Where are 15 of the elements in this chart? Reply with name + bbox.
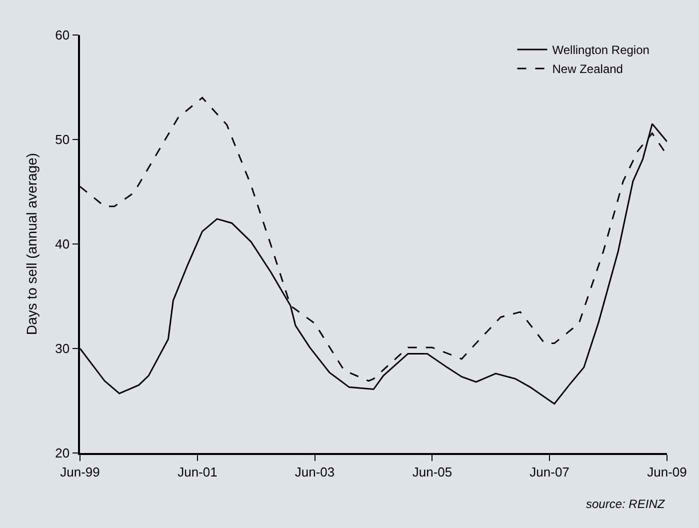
y-tick-label: 20 xyxy=(55,446,70,461)
x-tick-label: Jun-99 xyxy=(60,464,100,480)
x-tick-label: Jun-03 xyxy=(294,464,335,480)
source-note: source: REINZ xyxy=(586,497,666,511)
legend-label: New Zealand xyxy=(552,62,623,76)
x-tick-label: Jun-05 xyxy=(412,464,452,480)
y-axis-title: Days to sell (annual average) xyxy=(23,152,40,336)
y-tick-label: 40 xyxy=(55,236,70,252)
y-tick-label: 50 xyxy=(55,132,70,148)
x-tick-label: Jun-09 xyxy=(647,464,687,480)
legend-label: Wellington Region xyxy=(552,43,650,58)
x-tick-label: Jun-07 xyxy=(530,464,570,480)
x-tick-label: Jun-01 xyxy=(178,464,218,480)
y-tick-label: 30 xyxy=(55,341,70,356)
y-tick-label: 60 xyxy=(55,28,70,43)
